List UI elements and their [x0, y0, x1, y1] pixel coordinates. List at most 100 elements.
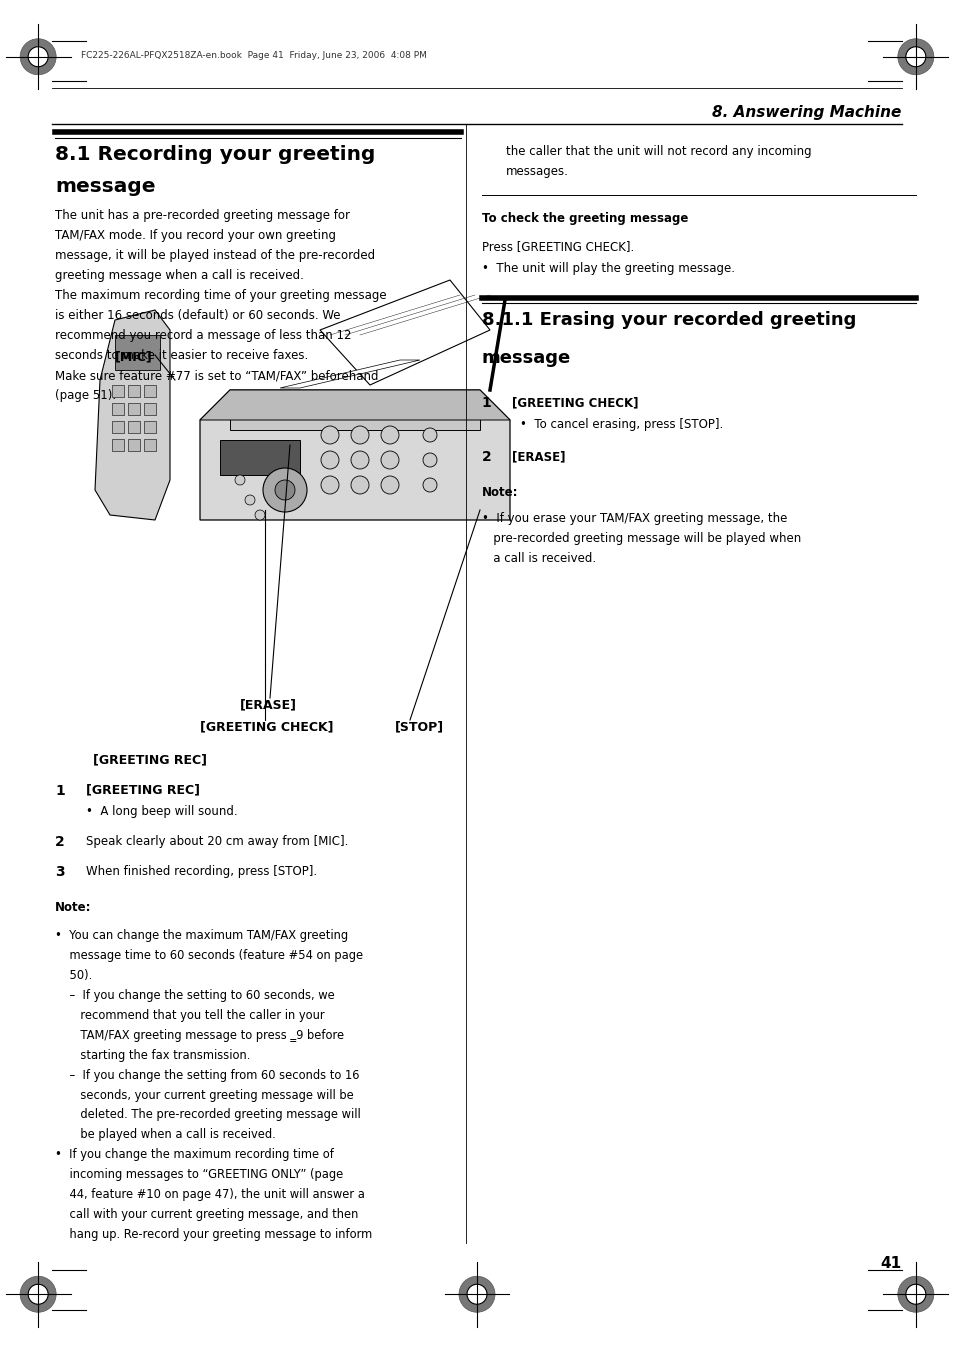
Text: •  A long beep will sound.: • A long beep will sound.: [86, 805, 237, 817]
Bar: [112, 439, 124, 451]
Text: is either 16 seconds (default) or 60 seconds. We: is either 16 seconds (default) or 60 sec…: [55, 309, 340, 323]
Circle shape: [467, 1285, 486, 1304]
Text: [GREETING CHECK]: [GREETING CHECK]: [200, 720, 334, 734]
Circle shape: [274, 480, 294, 500]
Bar: [144, 385, 156, 397]
Text: TAM/FAX greeting message to press ‗9 before: TAM/FAX greeting message to press ‗9 bef…: [55, 1028, 344, 1042]
Text: The maximum recording time of your greeting message: The maximum recording time of your greet…: [55, 289, 387, 303]
Text: The unit has a pre-recorded greeting message for: The unit has a pre-recorded greeting mes…: [55, 209, 350, 223]
Text: 1: 1: [55, 784, 65, 797]
Bar: [112, 403, 124, 415]
Text: [GREETING REC]: [GREETING REC]: [86, 784, 199, 797]
Text: TAM/FAX mode. If you record your own greeting: TAM/FAX mode. If you record your own gre…: [55, 230, 336, 242]
Text: Note:: Note:: [55, 901, 91, 913]
Text: •  If you change the maximum recording time of: • If you change the maximum recording ti…: [55, 1148, 334, 1162]
Bar: [128, 385, 140, 397]
Text: 2: 2: [55, 835, 65, 848]
Circle shape: [380, 476, 398, 494]
Text: •  If you erase your TAM/FAX greeting message, the: • If you erase your TAM/FAX greeting mes…: [481, 512, 786, 526]
Text: 50).: 50).: [55, 969, 92, 982]
Text: recommend that you tell the caller in your: recommend that you tell the caller in yo…: [55, 1008, 325, 1021]
Circle shape: [245, 494, 254, 505]
Text: 41: 41: [880, 1256, 901, 1271]
Text: hang up. Re-record your greeting message to inform: hang up. Re-record your greeting message…: [55, 1228, 373, 1242]
Text: 8.1 Recording your greeting: 8.1 Recording your greeting: [55, 145, 375, 163]
Text: [GREETING REC]: [GREETING REC]: [93, 754, 207, 767]
Circle shape: [897, 1277, 933, 1312]
Circle shape: [422, 428, 436, 442]
Circle shape: [234, 476, 245, 485]
Text: When finished recording, press [STOP].: When finished recording, press [STOP].: [86, 865, 316, 878]
Polygon shape: [200, 390, 510, 520]
Bar: [128, 403, 140, 415]
Text: 8. Answering Machine: 8. Answering Machine: [711, 105, 901, 120]
Bar: [128, 422, 140, 434]
Text: 8.1.1 Erasing your recorded greeting: 8.1.1 Erasing your recorded greeting: [481, 311, 855, 330]
Polygon shape: [200, 390, 510, 420]
Circle shape: [254, 509, 265, 520]
Circle shape: [422, 478, 436, 492]
Polygon shape: [319, 280, 490, 385]
Text: 44, feature #10 on page 47), the unit will answer a: 44, feature #10 on page 47), the unit wi…: [55, 1189, 365, 1201]
Polygon shape: [95, 309, 170, 520]
Text: be played when a call is received.: be played when a call is received.: [55, 1128, 275, 1142]
Circle shape: [29, 1285, 48, 1304]
Text: call with your current greeting message, and then: call with your current greeting message,…: [55, 1209, 358, 1221]
Bar: [112, 422, 124, 434]
Text: –  If you change the setting to 60 seconds, we: – If you change the setting to 60 second…: [55, 989, 335, 1001]
Text: To check the greeting message: To check the greeting message: [481, 212, 687, 224]
Text: messages.: messages.: [505, 165, 568, 177]
Text: a call is received.: a call is received.: [481, 553, 596, 565]
Text: seconds, your current greeting message will be: seconds, your current greeting message w…: [55, 1089, 354, 1101]
Circle shape: [320, 476, 338, 494]
Text: Speak clearly about 20 cm away from [MIC].: Speak clearly about 20 cm away from [MIC…: [86, 835, 348, 847]
Circle shape: [422, 453, 436, 467]
Text: starting the fax transmission.: starting the fax transmission.: [55, 1048, 251, 1062]
Circle shape: [458, 1277, 495, 1312]
Polygon shape: [280, 359, 419, 388]
Text: Note:: Note:: [481, 486, 517, 499]
Text: message: message: [481, 349, 571, 367]
Text: 3: 3: [55, 865, 65, 878]
Text: message, it will be played instead of the pre-recorded: message, it will be played instead of th…: [55, 250, 375, 262]
Circle shape: [905, 47, 924, 66]
Text: •  To cancel erasing, press [STOP].: • To cancel erasing, press [STOP].: [519, 419, 722, 431]
Text: pre-recorded greeting message will be played when: pre-recorded greeting message will be pl…: [481, 532, 801, 546]
Text: [GREETING CHECK]: [GREETING CHECK]: [512, 396, 639, 409]
Text: •  You can change the maximum TAM/FAX greeting: • You can change the maximum TAM/FAX gre…: [55, 928, 348, 942]
Circle shape: [380, 426, 398, 444]
Text: [STOP]: [STOP]: [395, 720, 444, 734]
Text: greeting message when a call is received.: greeting message when a call is received…: [55, 269, 304, 282]
Text: 1: 1: [481, 396, 491, 411]
Circle shape: [905, 1285, 924, 1304]
Circle shape: [20, 39, 56, 74]
Circle shape: [29, 47, 48, 66]
Text: [MIC]: [MIC]: [115, 350, 152, 363]
Text: [ERASE]: [ERASE]: [240, 698, 296, 711]
Bar: [128, 439, 140, 451]
Bar: [144, 439, 156, 451]
Text: •  The unit will play the greeting message.: • The unit will play the greeting messag…: [481, 262, 734, 274]
Text: message time to 60 seconds (feature #54 on page: message time to 60 seconds (feature #54 …: [55, 948, 363, 962]
Text: FC225-226AL-PFQX2518ZA-en.book  Page 41  Friday, June 23, 2006  4:08 PM: FC225-226AL-PFQX2518ZA-en.book Page 41 F…: [81, 51, 427, 61]
Text: message: message: [55, 177, 155, 196]
Text: [ERASE]: [ERASE]: [512, 450, 565, 463]
Circle shape: [351, 476, 369, 494]
Text: recommend you record a message of less than 12: recommend you record a message of less t…: [55, 330, 352, 342]
Bar: [115, 335, 160, 370]
Text: Press [GREETING CHECK].: Press [GREETING CHECK].: [481, 239, 634, 253]
Circle shape: [320, 451, 338, 469]
Circle shape: [351, 426, 369, 444]
Text: seconds to make it easier to receive faxes.: seconds to make it easier to receive fax…: [55, 350, 308, 362]
Text: Make sure feature #77 is set to “TAM/FAX” beforehand: Make sure feature #77 is set to “TAM/FAX…: [55, 369, 378, 382]
Circle shape: [320, 426, 338, 444]
Polygon shape: [230, 390, 479, 430]
Text: incoming messages to “GREETING ONLY” (page: incoming messages to “GREETING ONLY” (pa…: [55, 1169, 343, 1182]
Circle shape: [351, 451, 369, 469]
Circle shape: [897, 39, 933, 74]
Bar: [220, 440, 299, 476]
Text: –  If you change the setting from 60 seconds to 16: – If you change the setting from 60 seco…: [55, 1069, 359, 1082]
Text: the caller that the unit will not record any incoming: the caller that the unit will not record…: [505, 145, 810, 158]
Circle shape: [20, 1277, 56, 1312]
Bar: [144, 403, 156, 415]
